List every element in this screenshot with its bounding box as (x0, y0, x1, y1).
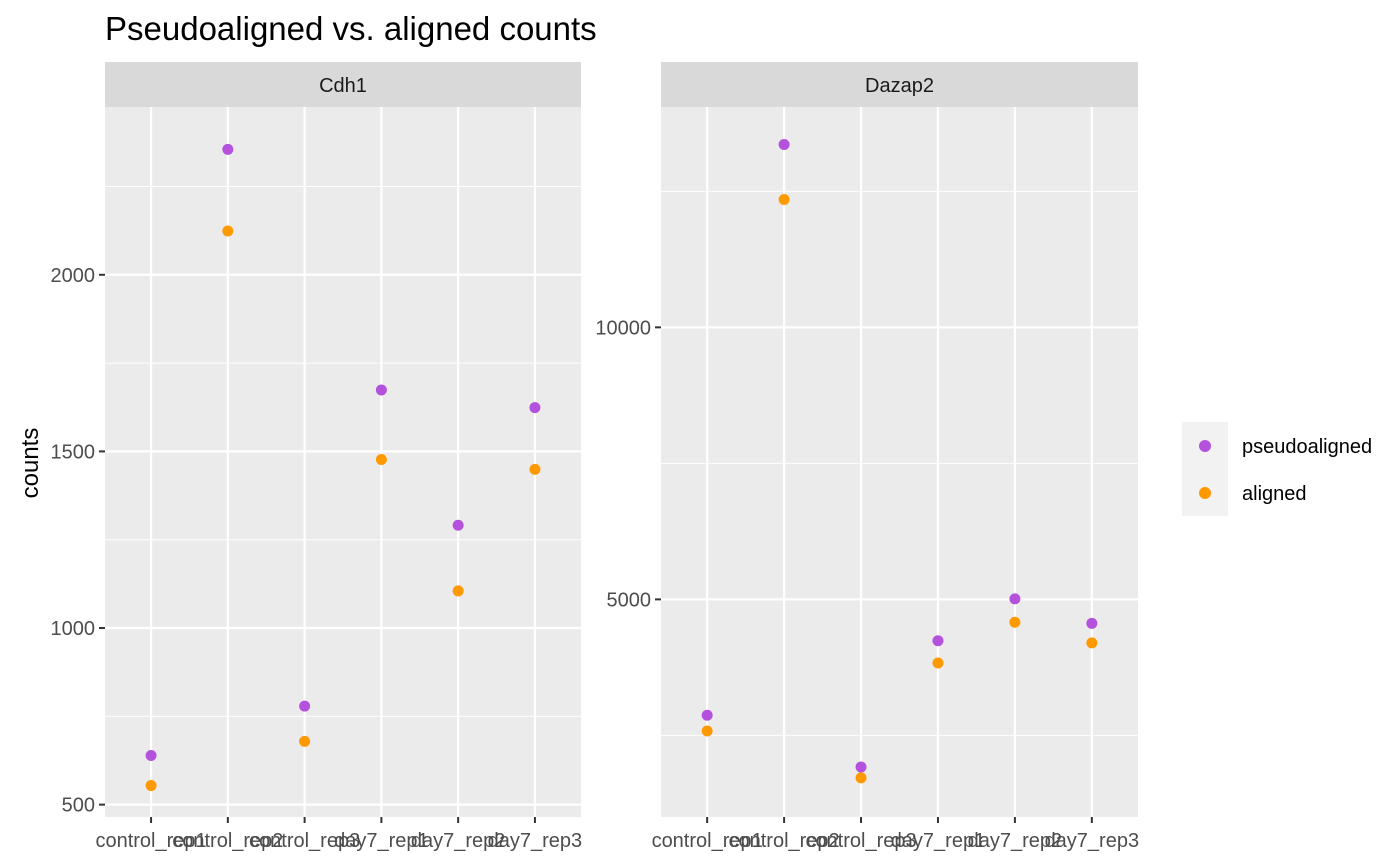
x-tick-label: control_rep1 (652, 830, 763, 852)
x-tick-label: day7_rep3 (488, 830, 583, 852)
panel-background (661, 107, 1138, 817)
data-point-pseudoaligned (299, 700, 311, 712)
y-axis-title: counts (17, 428, 44, 499)
facet-panel-dazap2: Dazap2 5000 10000 control_rep1control_rep2c… (595, 62, 1139, 852)
x-tick-label: day7_rep1 (334, 830, 429, 852)
y-tick-label: 500 (62, 795, 95, 817)
x-tick-label: control_rep2 (729, 830, 840, 852)
facet-strip-label: Cdh1 (319, 75, 367, 97)
data-point-pseudoaligned (452, 519, 464, 531)
x-tick-label: day7_rep3 (1045, 830, 1140, 852)
x-tick-label: control_rep3 (805, 830, 916, 852)
data-point-aligned (145, 780, 157, 792)
y-tick-label: 10000 (595, 317, 651, 339)
x-tick-label: control_rep1 (95, 830, 206, 852)
data-point-aligned (701, 725, 713, 737)
data-point-aligned (375, 454, 387, 466)
data-point-pseudoaligned (145, 750, 157, 762)
y-tick-label: 1000 (51, 618, 96, 640)
y-tick-label: 2000 (51, 265, 96, 287)
legend-label-aligned: aligned (1242, 483, 1307, 505)
data-point-pseudoaligned (855, 761, 867, 773)
chart-title: Pseudoaligned vs. aligned counts (105, 10, 597, 47)
data-point-aligned (932, 657, 944, 669)
facet-panels: Cdh1500100015002000control_rep1control_r… (51, 62, 1139, 852)
legend-label-pseudoaligned: pseudoaligned (1242, 436, 1372, 458)
x-tick-label: day7_rep2 (968, 830, 1063, 852)
data-point-pseudoaligned (529, 402, 541, 414)
data-point-aligned (222, 225, 234, 237)
x-tick-label: control_rep3 (249, 830, 360, 852)
legend-key-background (1182, 422, 1228, 516)
x-tick-label: day7_rep2 (411, 830, 506, 852)
facet-panel-cdh1: Cdh1500100015002000control_rep1control_r… (51, 62, 583, 852)
data-point-aligned (1086, 637, 1098, 649)
facet-strip-label: Dazap2 (865, 75, 934, 97)
facet-strip (105, 62, 581, 107)
data-point-pseudoaligned (932, 635, 944, 647)
data-point-pseudoaligned (222, 143, 234, 155)
data-point-aligned (299, 735, 311, 747)
x-tick-label: control_rep2 (172, 830, 283, 852)
y-tick-label: 5000 (607, 589, 652, 611)
data-point-pseudoaligned (701, 709, 713, 721)
data-point-aligned (452, 585, 464, 597)
facet-strip (661, 62, 1138, 107)
data-point-aligned (778, 193, 790, 205)
data-point-pseudoaligned (1086, 617, 1098, 629)
x-tick-label: day7_rep1 (891, 830, 986, 852)
y-tick-label: 1500 (51, 441, 96, 463)
legend: pseudoaligned aligned (1182, 422, 1372, 516)
data-point-pseudoaligned (375, 384, 387, 396)
data-point-pseudoaligned (778, 139, 790, 151)
data-point-pseudoaligned (1009, 593, 1021, 605)
legend-key-pseudoaligned (1199, 440, 1211, 452)
panel-background (105, 107, 581, 817)
data-point-aligned (1009, 616, 1021, 628)
data-point-aligned (855, 772, 867, 784)
data-point-aligned (529, 463, 541, 475)
legend-key-aligned (1199, 487, 1211, 499)
